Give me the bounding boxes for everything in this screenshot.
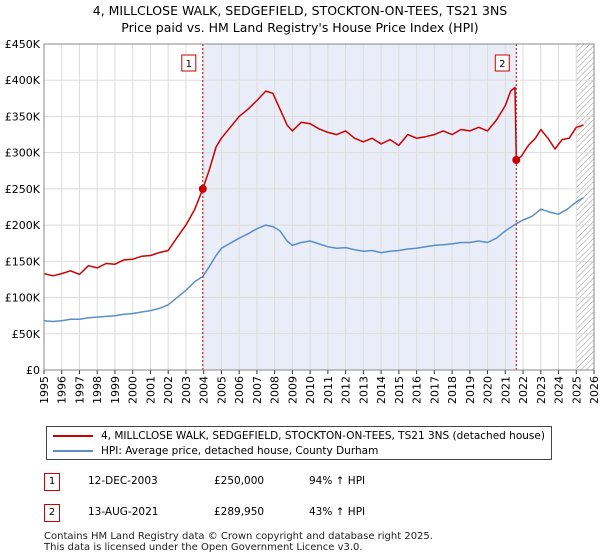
- property-price-line: [43, 86, 584, 277]
- x-tick-label: 2024: [553, 376, 566, 404]
- y-tick-label: £150K: [5, 255, 41, 268]
- sale-point: [198, 184, 207, 193]
- x-tick-label: 1995: [38, 376, 51, 404]
- transaction-price: £289,950: [214, 506, 265, 518]
- y-tick-label: £450K: [5, 38, 41, 51]
- x-tick-label: 2013: [357, 376, 370, 404]
- footer-licence: This data is licensed under the Open Gov…: [44, 542, 363, 553]
- footer-copyright: Contains HM Land Registry data © Crown c…: [44, 531, 433, 542]
- sale-point: [512, 155, 521, 164]
- transaction-hpi: 43% ↑ HPI: [309, 506, 366, 518]
- x-tick-label: 2017: [428, 376, 441, 404]
- sale-label-box: [494, 54, 510, 72]
- chart-title: 4, MILLCLOSE WALK, SEDGEFIELD, STOCKTON-…: [92, 3, 508, 18]
- x-tick-label: 2011: [322, 376, 335, 404]
- x-tick-label: 2023: [535, 376, 548, 404]
- chart-subtitle: Price paid vs. HM Land Registry's House …: [121, 20, 479, 35]
- y-tick-label: £100K: [5, 292, 41, 305]
- x-tick-label: 2008: [269, 376, 282, 404]
- y-tick-label: £350K: [5, 110, 41, 123]
- price-chart: 1 2 £0 £50K £100K £150K £200K £250K £300K £350K £…: [5, 38, 600, 404]
- x-tick-label: 2001: [144, 376, 157, 404]
- x-tick-label: 2005: [215, 376, 228, 404]
- property-line-swatch: [53, 435, 93, 437]
- transaction-number-badge: 2: [44, 504, 60, 522]
- x-tick-label: 2025: [570, 376, 583, 404]
- x-tick-label: 1999: [109, 376, 122, 404]
- transaction-price: £250,000: [214, 475, 265, 487]
- table-row: 2 13-AUG-2021 £289,950 43% ↑ HPI: [44, 504, 564, 522]
- x-tick-label: 2006: [233, 376, 246, 404]
- x-tick-label: 2018: [446, 376, 459, 404]
- legend-item-hpi: HPI: Average price, detached house, Coun…: [53, 444, 378, 458]
- x-tick-label: 2002: [162, 376, 175, 404]
- x-tick-label: 1997: [73, 376, 86, 404]
- y-tick-label: £200K: [5, 219, 41, 232]
- x-tick-label: 2016: [411, 376, 424, 404]
- x-tick-label: 2021: [499, 376, 512, 404]
- transaction-number-badge: 1: [44, 473, 60, 491]
- hpi-line: [43, 196, 584, 323]
- ownership-period-shade: [202, 44, 517, 370]
- x-tick-label: 2007: [251, 376, 264, 404]
- x-tick-label: 2022: [517, 376, 530, 404]
- x-tick-label: 1998: [91, 376, 104, 404]
- transaction-hpi: 94% ↑ HPI: [309, 475, 366, 487]
- x-tick-label: 2019: [464, 376, 477, 404]
- table-row: 1 12-DEC-2003 £250,000 94% ↑ HPI: [44, 473, 564, 491]
- y-tick-label: £50K: [12, 328, 41, 341]
- future-hatch-region: [576, 44, 594, 370]
- x-tick-label: 2015: [393, 376, 406, 404]
- legend-property-label: 4, MILLCLOSE WALK, SEDGEFIELD, STOCKTON-…: [101, 430, 545, 442]
- y-tick-label: £250K: [5, 183, 41, 196]
- x-tick-label: 2014: [375, 376, 388, 404]
- x-tick-label: 2009: [286, 376, 299, 404]
- x-tick-label: 2026: [588, 376, 600, 404]
- x-tick-label: 1996: [56, 376, 69, 404]
- y-tick-label: £400K: [5, 74, 41, 87]
- transaction-date: 12-DEC-2003: [88, 475, 158, 487]
- x-tick-label: 2012: [340, 376, 353, 404]
- x-tick-label: 2000: [127, 376, 140, 404]
- legend-item-property: 4, MILLCLOSE WALK, SEDGEFIELD, STOCKTON-…: [53, 429, 545, 443]
- legend-hpi-label: HPI: Average price, detached house, Coun…: [101, 445, 379, 457]
- y-tick-label: £300K: [5, 147, 41, 160]
- y-tick-label: £0: [26, 364, 40, 377]
- x-tick-label: 2003: [180, 376, 193, 404]
- x-tick-label: 2020: [482, 376, 495, 404]
- legend: 4, MILLCLOSE WALK, SEDGEFIELD, STOCKTON-…: [46, 426, 552, 460]
- hpi-line-swatch: [53, 450, 93, 452]
- footer: Contains HM Land Registry data © Crown c…: [44, 531, 433, 553]
- sale-label-text: 2: [499, 59, 505, 70]
- sale-label-box: [181, 54, 197, 72]
- sale-label-text: 1: [186, 59, 192, 70]
- x-tick-label: 2004: [198, 376, 211, 404]
- plot-frame: [43, 43, 595, 371]
- transaction-date: 13-AUG-2021: [88, 506, 159, 518]
- x-tick-label: 2010: [304, 376, 317, 404]
